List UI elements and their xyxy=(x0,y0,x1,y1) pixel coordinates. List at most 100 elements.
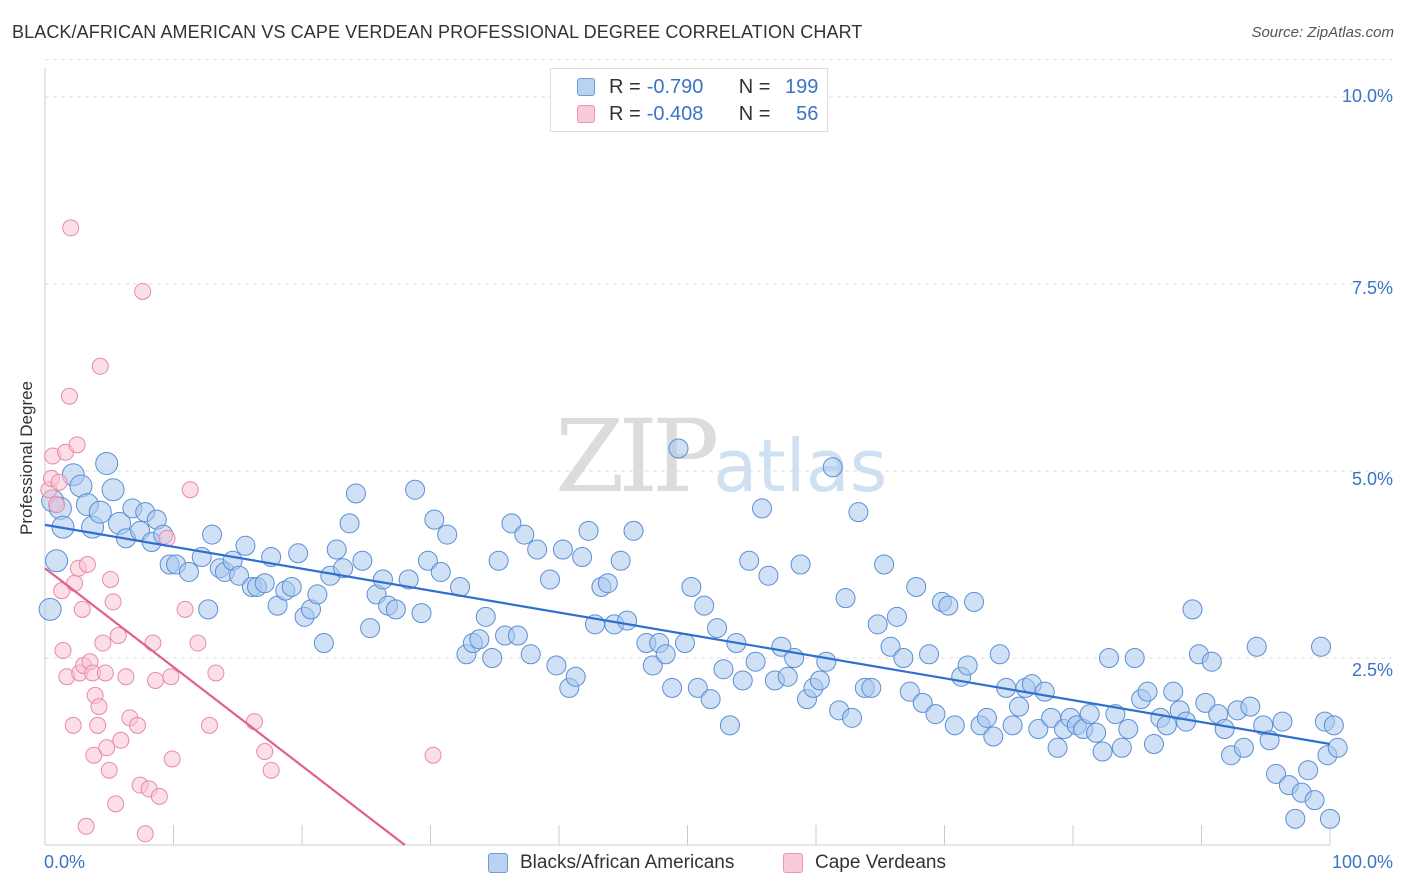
cape-verdeans-point xyxy=(77,817,95,835)
legend-swatch-blue xyxy=(488,853,508,873)
blacks-point xyxy=(874,554,895,575)
legend-swatch-pink xyxy=(783,853,803,873)
blacks-point xyxy=(1047,737,1068,758)
legend-label: Cape Verdeans xyxy=(815,852,946,873)
blacks-point xyxy=(475,606,496,627)
legend-row-blacks: R = -0.790 N = 199 xyxy=(577,74,818,100)
x-tick-label-min: 0.0% xyxy=(44,852,86,872)
blacks-point xyxy=(739,550,760,571)
blacks-point xyxy=(1201,651,1222,672)
cape-verdeans-point xyxy=(48,496,66,514)
cape-verdeans-point xyxy=(68,436,86,454)
watermark-atlas: atlas xyxy=(713,424,888,508)
blacks-point xyxy=(681,576,702,597)
blacks-point xyxy=(925,704,946,725)
blacks-point xyxy=(488,550,509,571)
blacks-point xyxy=(835,588,856,609)
blacks-point xyxy=(919,644,940,665)
blacks-point xyxy=(360,618,381,639)
blacks-point xyxy=(957,655,978,676)
y-axis-label: Professional Degree xyxy=(17,380,36,536)
blacks-point xyxy=(546,655,567,676)
blacks-point xyxy=(281,576,302,597)
blacks-point xyxy=(655,644,676,665)
blacks-point xyxy=(1143,734,1164,755)
blacks-trend-line xyxy=(44,523,1331,746)
blacks-point xyxy=(1304,790,1325,811)
blacks-point xyxy=(507,625,528,646)
blacks-point xyxy=(1002,715,1023,736)
blacks-point xyxy=(339,513,360,534)
cape-verdeans-point xyxy=(54,642,72,660)
blacks-point xyxy=(1105,704,1126,725)
blacks-point xyxy=(288,543,309,564)
blacks-point xyxy=(610,550,631,571)
cape-verdeans-point xyxy=(207,664,225,682)
blacks-point xyxy=(482,648,503,668)
cape-verdeans-point xyxy=(91,357,109,375)
stats-legend: R = -0.790 N = 199 R = -0.408 N = 56 xyxy=(550,68,828,132)
blacks-point xyxy=(1098,648,1119,668)
blacks-point xyxy=(45,549,69,573)
legend-label: Blacks/African Americans xyxy=(520,852,735,873)
blacks-point xyxy=(1285,808,1306,829)
blacks-point xyxy=(1266,763,1287,784)
blacks-point xyxy=(642,655,663,676)
cape-verdeans-point xyxy=(53,582,71,600)
y-tick-label: 2.5% xyxy=(1351,660,1393,680)
cape-verdeans-point xyxy=(150,787,168,805)
blacks-point xyxy=(254,573,275,594)
blacks-point xyxy=(437,524,458,545)
blacks-point xyxy=(893,648,914,668)
blacks-point xyxy=(899,681,920,702)
cape-verdeans-point xyxy=(189,634,207,652)
blacks-point xyxy=(1086,722,1107,743)
blacks-point xyxy=(1079,704,1100,725)
blacks-point xyxy=(745,651,766,672)
blacks-point xyxy=(572,547,593,568)
blacks-point xyxy=(758,565,779,586)
legend-swatch-blue xyxy=(577,78,595,96)
y-tick-label: 5.0% xyxy=(1351,469,1393,489)
series-blacks-points xyxy=(38,438,1348,829)
blacks-point xyxy=(1163,681,1184,702)
blacks-point xyxy=(1182,599,1203,620)
blacks-point xyxy=(938,595,959,616)
blacks-point xyxy=(178,561,199,582)
cape-verdeans-point xyxy=(98,739,116,757)
blacks-point xyxy=(597,573,618,594)
y-tick-label: 10.0% xyxy=(1341,86,1393,106)
y-tick-label: 7.5% xyxy=(1351,278,1393,298)
blacks-point xyxy=(694,595,715,616)
cape-verdeans-point xyxy=(100,761,118,779)
blacks-point xyxy=(719,715,740,736)
legend-n-value: 56 xyxy=(796,102,819,125)
blacks-point xyxy=(552,539,573,560)
blacks-point xyxy=(700,689,721,710)
blacks-point xyxy=(469,629,490,650)
blacks-point xyxy=(578,520,599,541)
blacks-point xyxy=(417,550,438,571)
blacks-point xyxy=(989,644,1010,665)
blacks-point xyxy=(790,554,811,575)
cape-verdeans-point xyxy=(162,668,180,686)
blacks-point xyxy=(1156,715,1177,736)
blacks-point xyxy=(411,603,432,624)
blacks-point xyxy=(202,524,223,545)
blacks-point xyxy=(235,535,256,556)
blacks-point xyxy=(732,670,753,691)
blacks-point xyxy=(668,438,689,459)
cape-verdeans-point xyxy=(181,481,199,499)
blacks-point xyxy=(313,633,334,654)
blacks-point xyxy=(405,479,426,500)
blacks-point xyxy=(424,509,445,530)
blacks-point xyxy=(1034,681,1055,702)
cape-verdeans-point xyxy=(262,761,280,779)
cape-verdeans-point xyxy=(134,282,152,300)
blacks-point xyxy=(976,707,997,728)
cape-verdeans-point xyxy=(96,664,114,682)
cape-verdeans-point xyxy=(245,713,263,731)
cape-verdeans-point xyxy=(85,746,103,764)
blacks-point xyxy=(687,677,708,698)
